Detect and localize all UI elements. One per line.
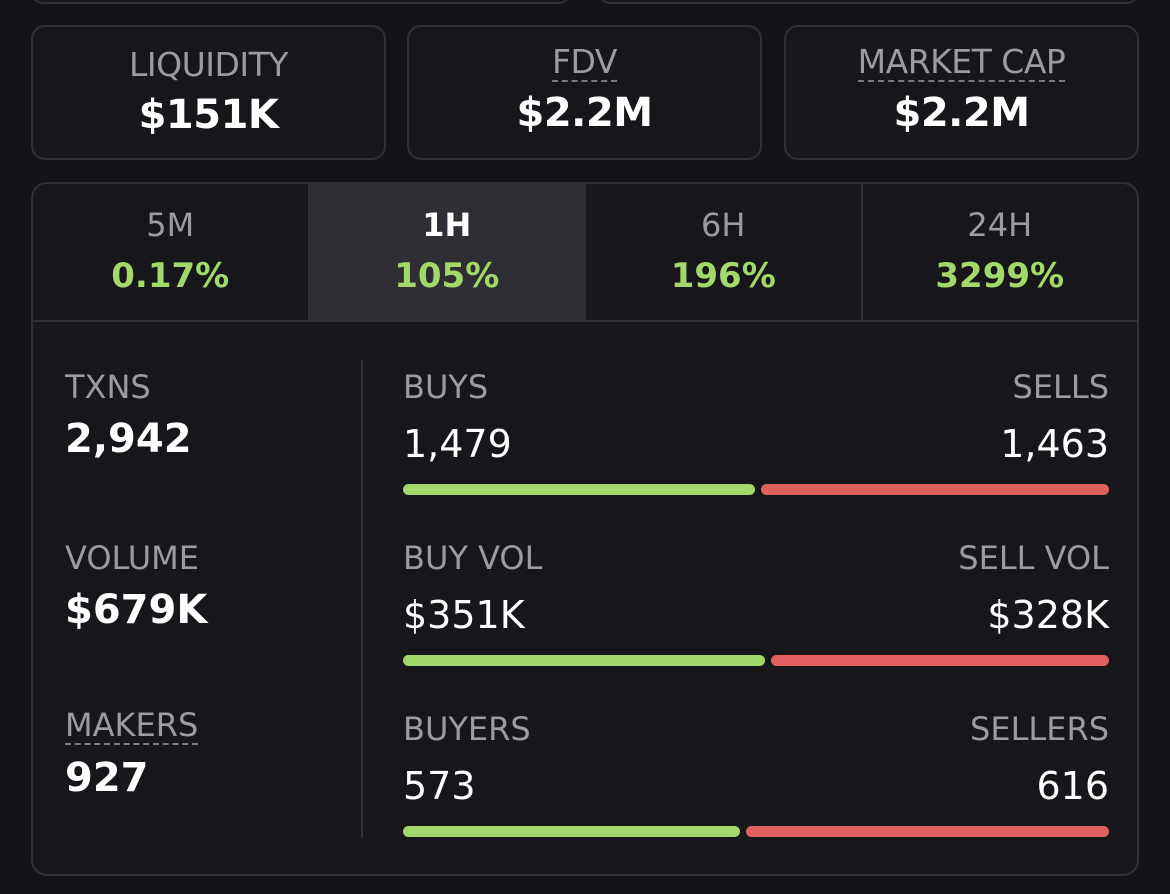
tab-label: 1H: [422, 206, 472, 244]
summary-column: TXNS 2,942 VOLUME $679K MAKERS 927: [33, 324, 363, 874]
sells-bar: [761, 484, 1109, 495]
makers-metric: MAKERS 927: [65, 706, 199, 801]
buyers-bar: [403, 826, 740, 837]
txns-metric: TXNS 2,942: [65, 368, 192, 462]
market-cap-label[interactable]: MARKET CAP: [857, 42, 1066, 82]
tab-label: 5M: [146, 206, 195, 244]
sells-value: 1,463: [1000, 422, 1109, 466]
liquidity-label: LIQUIDITY: [129, 45, 288, 84]
volume-split-row: BUY VOL SELL VOL $351K $328K: [403, 539, 1109, 689]
volume-label: VOLUME: [65, 539, 199, 577]
sells-label: SELLS: [1012, 368, 1110, 406]
buyers-label: BUYERS: [403, 710, 531, 748]
buys-value: 1,479: [403, 422, 512, 466]
tab-label: 24H: [967, 206, 1033, 244]
tab-label: 6H: [701, 206, 746, 244]
buy-vol-value: $351K: [403, 593, 525, 637]
tab-5m[interactable]: 5M 0.17%: [33, 184, 310, 320]
makers-label[interactable]: MAKERS: [65, 706, 199, 745]
liquidity-card: LIQUIDITY $151K: [31, 25, 386, 160]
buys-sells-row: BUYS SELLS 1,479 1,463: [403, 368, 1109, 518]
txns-label: TXNS: [65, 368, 151, 406]
volume-metric: VOLUME $679K: [65, 539, 207, 633]
tab-1h[interactable]: 1H 105%: [309, 184, 586, 320]
fdv-value: $2.2M: [516, 89, 654, 136]
txn-stats-panel: 5M 0.17% 1H 105% 6H 196% 24H 3299% TXNS …: [31, 182, 1139, 876]
sell-vol-value: $328K: [987, 593, 1109, 637]
buy-vol-label: BUY VOL: [403, 539, 543, 577]
buys-label: BUYS: [403, 368, 489, 406]
buy-vol-bar: [403, 655, 765, 666]
fdv-label[interactable]: FDV: [552, 42, 617, 82]
tab-change: 0.17%: [111, 256, 230, 296]
tab-change: 196%: [670, 256, 776, 296]
tab-change: 3299%: [935, 256, 1065, 296]
liquidity-value: $151K: [138, 92, 279, 138]
volume-value: $679K: [65, 587, 208, 633]
sell-vol-bar: [771, 655, 1109, 666]
buys-bar: [403, 484, 755, 495]
top-card-stub-right: [598, 0, 1139, 4]
fdv-card: FDV $2.2M: [407, 25, 762, 160]
makers-value: 927: [65, 754, 149, 801]
sellers-bar: [746, 826, 1109, 837]
market-cap-card: MARKET CAP $2.2M: [784, 25, 1139, 160]
market-cap-value: $2.2M: [893, 89, 1031, 136]
sell-vol-label: SELL VOL: [958, 539, 1109, 577]
tab-24h[interactable]: 24H 3299%: [863, 184, 1138, 320]
top-card-stub-left: [31, 0, 571, 4]
txns-value: 2,942: [65, 416, 192, 462]
sellers-label: SELLERS: [970, 710, 1109, 748]
column-divider: [361, 360, 363, 838]
sellers-value: 616: [1036, 764, 1109, 808]
tab-change: 105%: [394, 256, 500, 296]
buyers-sellers-row: BUYERS SELLERS 573 616: [403, 710, 1109, 860]
timeframe-tabs: 5M 0.17% 1H 105% 6H 196% 24H 3299%: [33, 184, 1137, 322]
buyers-value: 573: [403, 764, 476, 808]
tab-6h[interactable]: 6H 196%: [586, 184, 863, 320]
